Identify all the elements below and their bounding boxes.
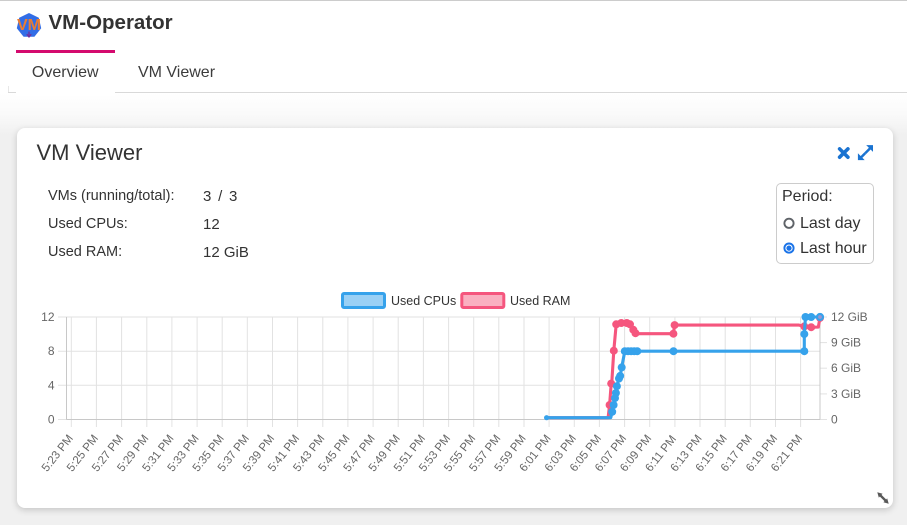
svg-text:3 GiB: 3 GiB — [831, 387, 861, 401]
svg-text:12: 12 — [41, 310, 55, 324]
svg-text:Used RAM: Used RAM — [510, 294, 570, 308]
svg-text:9 GiB: 9 GiB — [831, 336, 861, 350]
svg-text:Used CPUs: Used CPUs — [391, 294, 456, 308]
svg-text:4: 4 — [48, 378, 55, 392]
svg-text:0: 0 — [48, 413, 55, 427]
svg-text:8: 8 — [48, 344, 55, 358]
svg-text:0: 0 — [831, 413, 838, 427]
svg-text:VM: VM — [17, 17, 41, 34]
svg-text:6 GiB: 6 GiB — [831, 361, 861, 375]
svg-text:12 GiB: 12 GiB — [831, 310, 868, 324]
